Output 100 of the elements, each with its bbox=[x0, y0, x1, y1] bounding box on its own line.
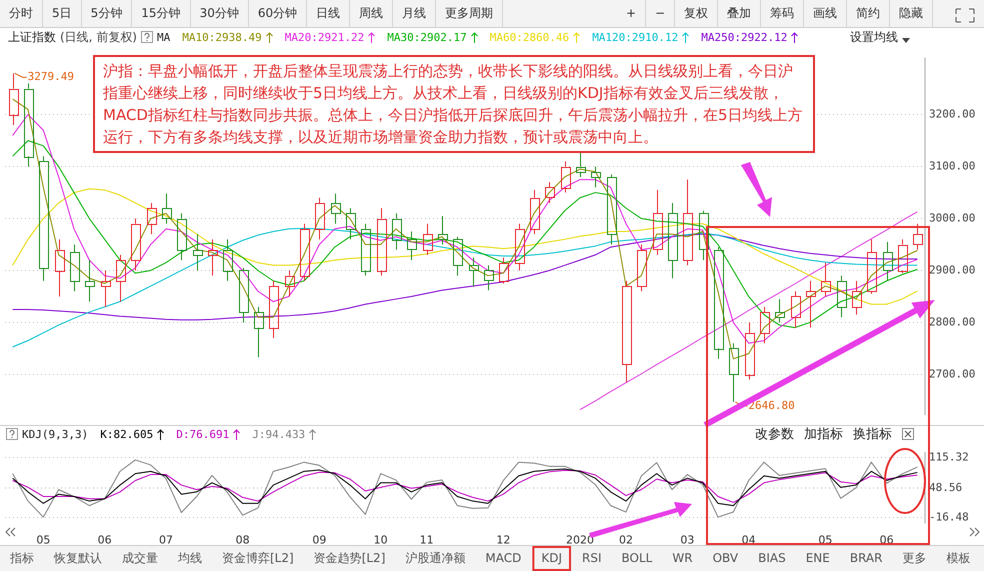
text: 成交量 bbox=[121, 550, 159, 567]
annotation: 沪指：早盘小幅低开，开盘后整体呈现震荡上行的态势，收带长下影线的阳线。从日线级别上看，今日沪指重心继续上移，同时继续收于5日均线上方。从技术上看，日线级别的KDJ指标有效金叉后三线发散，MACD指标红柱与指数同步共振。总体上，今日沪指低开后探底回升，午后震荡小幅拉升，在5日均线上方运行，下方有多条均线支撑，以及近期市场增量资金助力指数，预计或震荡中向上。 bbox=[93, 55, 815, 153]
y-tick-label: 3100.00 bbox=[929, 159, 976, 172]
legend-title: MA bbox=[157, 30, 170, 44]
text: 分时 bbox=[0, 0, 43, 27]
candlestick bbox=[162, 193, 172, 224]
legend-label: D:76.691 bbox=[176, 428, 230, 440]
candlestick bbox=[407, 231, 417, 261]
text: 隐藏 bbox=[890, 0, 934, 27]
candlestick bbox=[453, 236, 463, 276]
legend-label: MA10:2938.49 bbox=[182, 30, 262, 44]
text: BIAS bbox=[757, 550, 787, 567]
text: 复权 bbox=[675, 0, 718, 27]
chart-title: KDJ(9,3,3) bbox=[22, 428, 88, 440]
candlestick bbox=[852, 280, 862, 316]
legend-label: MA250:2922.12 bbox=[701, 30, 788, 44]
text: 画线 bbox=[804, 0, 848, 27]
legend-label: K:82.605 bbox=[100, 428, 154, 440]
text: 加指标 bbox=[804, 426, 843, 443]
candlestick bbox=[147, 202, 157, 235]
legend-label: MA120:2910.12 bbox=[592, 30, 678, 44]
candlestick bbox=[254, 306, 264, 358]
candlestick bbox=[913, 223, 923, 250]
candlestick bbox=[530, 189, 540, 235]
x-tick-label: 07 bbox=[159, 533, 173, 546]
text: − bbox=[646, 0, 676, 27]
candlestick bbox=[177, 212, 187, 261]
candlestick bbox=[300, 223, 310, 282]
text: 日线 bbox=[307, 0, 350, 27]
text: 更多周期 bbox=[436, 0, 504, 27]
x-tick-label: 06 bbox=[98, 533, 112, 546]
candlestick bbox=[438, 215, 448, 246]
y-tick-label: 3200.00 bbox=[929, 107, 976, 120]
text: WR bbox=[671, 550, 694, 567]
candlestick bbox=[867, 238, 877, 294]
candlestick bbox=[315, 197, 325, 240]
y-tick-label: 115.32 bbox=[929, 450, 969, 464]
text: 资金博弈[L2] bbox=[221, 550, 295, 567]
candlestick bbox=[39, 156, 49, 282]
annotation: 2646.80 bbox=[748, 398, 795, 412]
candlestick bbox=[193, 234, 203, 271]
candlestick bbox=[70, 244, 80, 292]
x-tick-label: 11 bbox=[420, 533, 434, 546]
legend-label: J:94.433 bbox=[252, 428, 306, 440]
x-tick-label: 02 bbox=[619, 533, 633, 546]
text: 沪股通净额 bbox=[404, 550, 466, 567]
candlestick bbox=[576, 152, 586, 178]
candlestick bbox=[668, 202, 678, 279]
candlestick bbox=[806, 280, 816, 328]
chart-subtitle: (日线, 前复权) bbox=[60, 28, 137, 46]
text: 换指标 bbox=[853, 426, 892, 443]
candlestick bbox=[392, 212, 402, 250]
text: 周线 bbox=[350, 0, 394, 27]
text: BOLL bbox=[620, 550, 654, 567]
candlestick bbox=[131, 218, 141, 271]
candlestick bbox=[883, 241, 893, 282]
candlestick bbox=[821, 262, 831, 297]
candlestick bbox=[545, 182, 555, 204]
candlestick bbox=[729, 342, 739, 403]
candlestick bbox=[377, 208, 387, 276]
candlestick bbox=[239, 267, 249, 323]
candlestick bbox=[484, 264, 494, 291]
x-tick-label: 2020 bbox=[566, 533, 594, 546]
text: OBV bbox=[712, 550, 740, 567]
text: 60分钟 bbox=[248, 0, 308, 27]
legend-label: MA60:2860.46 bbox=[490, 30, 570, 44]
candlestick bbox=[607, 174, 617, 246]
candlestick bbox=[285, 270, 295, 297]
candlestick bbox=[837, 275, 847, 318]
candlestick bbox=[101, 270, 111, 308]
candlestick bbox=[760, 306, 770, 344]
candlestick bbox=[745, 322, 755, 380]
candlestick bbox=[714, 246, 724, 360]
text: 指标 bbox=[9, 550, 35, 567]
candlestick bbox=[469, 257, 479, 287]
y-tick-label: -16.48 bbox=[929, 510, 969, 524]
legend-label: MA20:2921.22 bbox=[284, 30, 364, 44]
chart-title: 上证指数 bbox=[8, 28, 56, 46]
text: 改参数 bbox=[755, 426, 794, 443]
candlestick bbox=[561, 160, 571, 194]
candlestick bbox=[591, 166, 601, 188]
text: 模板 bbox=[945, 550, 972, 567]
text: 5分钟 bbox=[82, 0, 132, 27]
text: 筹码 bbox=[761, 0, 804, 27]
candlestick bbox=[55, 238, 65, 297]
candlestick bbox=[653, 189, 663, 256]
x-tick-label: 04 bbox=[742, 533, 756, 546]
candlestick bbox=[9, 72, 19, 126]
text: BRAR bbox=[848, 550, 884, 567]
y-tick-label: 2800.00 bbox=[929, 315, 976, 328]
text: + bbox=[617, 0, 646, 27]
legend-label: MA30:2902.17 bbox=[387, 30, 467, 44]
text: 简约 bbox=[847, 0, 890, 27]
x-tick-label: 09 bbox=[312, 533, 326, 546]
text: 均线 bbox=[177, 550, 203, 567]
text: 更多 bbox=[901, 550, 928, 567]
text: 设置均线 bbox=[850, 28, 898, 46]
candlestick bbox=[622, 280, 632, 383]
candlestick bbox=[331, 193, 341, 224]
candlestick bbox=[223, 238, 233, 282]
